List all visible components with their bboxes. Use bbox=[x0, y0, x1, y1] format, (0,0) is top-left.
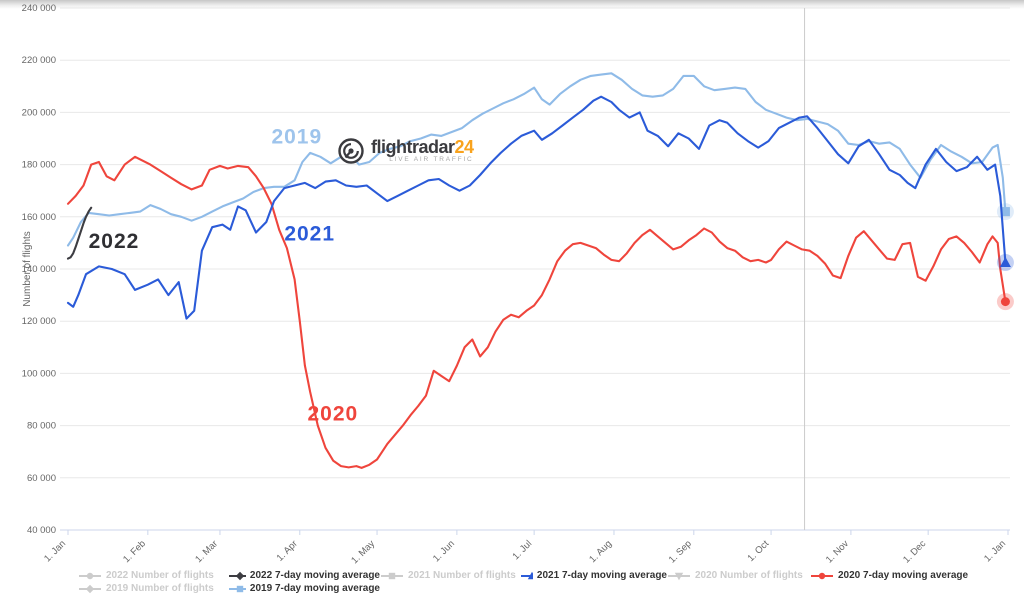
y-axis-tick-label: 80 000 bbox=[27, 421, 56, 432]
legend-item-2021-7-day-moving-average[interactable]: 2021 7-day moving average bbox=[520, 570, 667, 581]
legend-item-2020-number-of-flights[interactable]: 2020 Number of flights bbox=[667, 570, 810, 581]
legend-label: 2020 7-day moving average bbox=[838, 570, 969, 581]
legend-item-2019-number-of-flights[interactable]: 2019 Number of flights bbox=[78, 583, 228, 594]
watermark-tagline: LIVE AIR TRAFFIC bbox=[389, 156, 474, 164]
y-axis-tick-label: 120 000 bbox=[22, 316, 56, 327]
x-axis-tick-label: 1. Jan bbox=[42, 538, 68, 564]
top-shadow-band bbox=[0, 0, 1024, 9]
x-axis-tick-label: 1. Mar bbox=[193, 538, 220, 565]
watermark-text: flightradar24 LIVE AIR TRAFFIC bbox=[371, 138, 474, 164]
series-end-marker-2020[interactable] bbox=[1000, 297, 1010, 307]
series-line-2019[interactable] bbox=[66, 72, 1007, 247]
series-line-2021[interactable] bbox=[66, 95, 1007, 320]
x-axis-tick-label: 1. May bbox=[349, 538, 377, 566]
x-axis-tick-label: 1. Oct bbox=[745, 538, 771, 564]
y-axis-tick-label: 40 000 bbox=[27, 525, 56, 536]
legend-item-2021-number-of-flights[interactable]: 2021 Number of flights bbox=[380, 570, 520, 581]
y-axis-title: Number of flights bbox=[22, 231, 33, 307]
x-axis-tick-label: 1. Aug bbox=[587, 538, 614, 565]
y-axis-tick-label: 240 000 bbox=[22, 3, 56, 14]
triangle-down-legend-marker-icon bbox=[668, 572, 690, 580]
y-axis-tick-label: 220 000 bbox=[22, 55, 56, 66]
legend-label: 2019 7-day moving average bbox=[249, 583, 380, 594]
x-axis-tick-label: 1. Jul bbox=[510, 538, 534, 562]
y-axis-tick-label: 100 000 bbox=[22, 368, 56, 379]
legend-label: 2019 Number of flights bbox=[106, 583, 214, 594]
x-axis-tick-label: 1. Feb bbox=[121, 538, 148, 565]
circle-legend-marker-icon bbox=[811, 572, 833, 579]
watermark-brand: flightradar24 bbox=[371, 137, 474, 158]
x-axis-tick-label: 1. Sep bbox=[667, 538, 694, 565]
x-axis-tick-label: 1. Dec bbox=[901, 538, 928, 565]
series-year-label-2021: 2021 bbox=[284, 222, 335, 245]
radar-icon bbox=[338, 138, 364, 164]
legend-label: 2022 7-day moving average bbox=[249, 570, 380, 581]
diamond-legend-marker-icon bbox=[79, 584, 101, 593]
chart-legend: 2022 Number of flights 2022 7-day moving … bbox=[78, 570, 968, 596]
y-axis-tick-label: 140 000 bbox=[22, 264, 56, 275]
y-axis-tick-label: 60 000 bbox=[27, 473, 56, 484]
series-end-marker-2019[interactable] bbox=[1000, 207, 1010, 217]
flightradar24-watermark: flightradar24 LIVE AIR TRAFFIC bbox=[336, 136, 474, 166]
legend-row: 2019 Number of flights 2019 7-day moving … bbox=[78, 583, 968, 594]
series-line-2022[interactable] bbox=[66, 206, 93, 260]
square-legend-marker-icon bbox=[229, 585, 246, 592]
legend-item-2022-7-day-moving-average[interactable]: 2022 7-day moving average bbox=[228, 570, 380, 581]
legend-label: 2020 Number of flights bbox=[695, 570, 803, 581]
circle-legend-marker-icon bbox=[79, 572, 101, 579]
x-axis-tick-label: 1. Jan bbox=[982, 538, 1008, 564]
series-year-label-2019: 2019 bbox=[271, 126, 322, 149]
series-line-2020[interactable] bbox=[66, 155, 1007, 469]
y-axis-tick-label: 160 000 bbox=[22, 212, 56, 223]
diamond-legend-marker-icon bbox=[229, 571, 246, 580]
legend-item-2022-number-of-flights[interactable]: 2022 Number of flights bbox=[78, 570, 228, 581]
legend-label: 2021 Number of flights bbox=[408, 570, 516, 581]
triangle-legend-marker-icon bbox=[521, 571, 533, 579]
series-year-label-2022: 2022 bbox=[89, 230, 140, 253]
legend-item-2020-7-day-moving-average[interactable]: 2020 7-day moving average bbox=[810, 570, 968, 581]
legend-row: 2022 Number of flights 2022 7-day moving … bbox=[78, 570, 968, 581]
legend-label: 2022 Number of flights bbox=[106, 570, 214, 581]
series-year-label-2020: 2020 bbox=[308, 402, 359, 425]
x-axis-tick-label: 1. Apr bbox=[275, 538, 300, 563]
x-axis-tick-label: 1. Jun bbox=[431, 538, 457, 564]
x-axis-tick-label: 1. Nov bbox=[824, 538, 851, 565]
y-axis-tick-label: 180 000 bbox=[22, 160, 56, 171]
series-end-marker-2021[interactable] bbox=[999, 256, 1011, 267]
y-axis-tick-label: 200 000 bbox=[22, 107, 56, 118]
legend-item-2019-7-day-moving-average[interactable]: 2019 7-day moving average bbox=[228, 583, 380, 594]
legend-label: 2021 7-day moving average bbox=[536, 570, 667, 581]
square-legend-marker-icon bbox=[381, 572, 403, 579]
